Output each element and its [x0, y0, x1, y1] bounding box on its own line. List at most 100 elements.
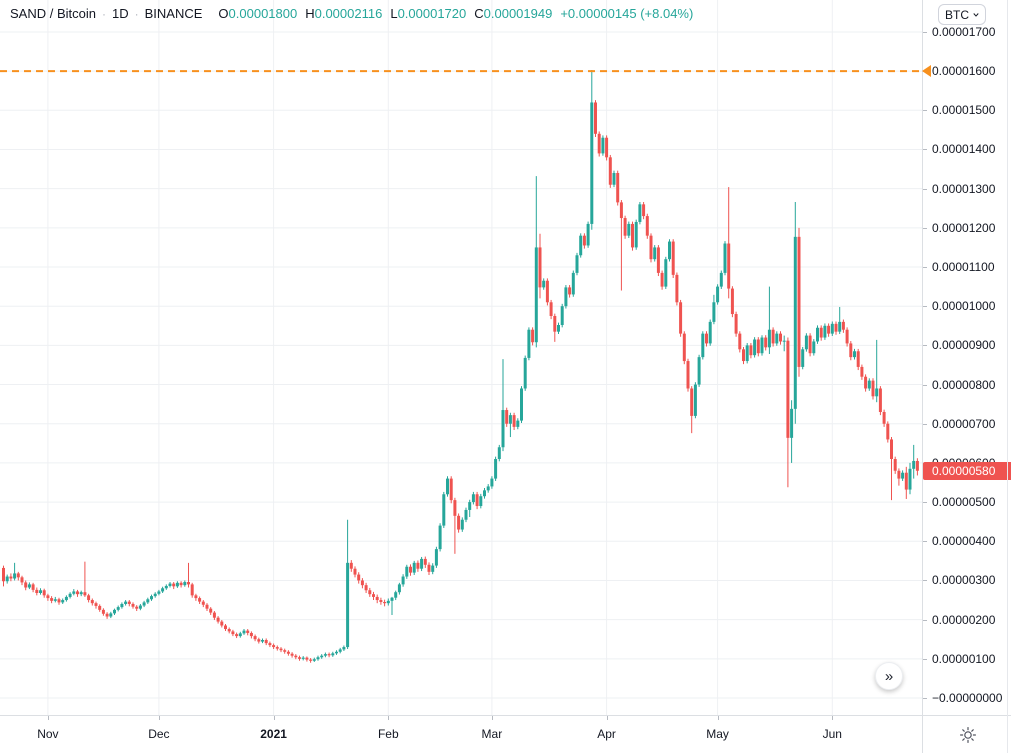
- candle: [490, 478, 494, 487]
- candle: [338, 649, 342, 652]
- candle: [349, 562, 353, 569]
- candle: [782, 340, 786, 342]
- candle: [464, 509, 468, 520]
- candle: [368, 590, 372, 595]
- candle: [320, 655, 324, 658]
- time-axis-tick: [273, 716, 275, 720]
- candle: [379, 600, 383, 603]
- candle: [39, 590, 42, 593]
- interval-label[interactable]: 1D: [111, 6, 129, 21]
- candle: [386, 600, 390, 604]
- candle: [390, 597, 394, 601]
- candle: [875, 388, 879, 397]
- candle: [560, 306, 564, 326]
- candle: [501, 410, 505, 448]
- candle: [64, 596, 68, 601]
- candle: [16, 573, 20, 578]
- candle: [586, 223, 590, 246]
- exchange-label[interactable]: BINANCE: [144, 6, 203, 21]
- candle: [886, 423, 890, 440]
- candle: [353, 568, 357, 575]
- candle: [113, 609, 116, 614]
- candle: [312, 659, 316, 661]
- candle: [253, 636, 257, 640]
- candle: [453, 500, 457, 516]
- candle: [449, 478, 453, 501]
- candle: [619, 202, 623, 219]
- candle: [767, 329, 771, 348]
- scroll-to-recent-button[interactable]: »: [875, 662, 903, 690]
- candle: [793, 236, 797, 409]
- candle: [756, 339, 760, 354]
- candle: [101, 609, 105, 614]
- chart-canvas[interactable]: [0, 0, 922, 715]
- candle: [679, 302, 683, 334]
- candlestick-chart[interactable]: [0, 0, 922, 715]
- price-axis-label: 0.00000500: [932, 495, 996, 510]
- candle: [582, 235, 586, 246]
- candle: [175, 582, 179, 587]
- candle: [549, 302, 553, 316]
- candle: [719, 272, 723, 287]
- candle: [420, 558, 424, 569]
- candle: [808, 335, 812, 354]
- candle: [890, 439, 893, 460]
- candle: [27, 584, 31, 588]
- price-scale-settings-button[interactable]: [957, 724, 979, 746]
- candle: [90, 600, 94, 604]
- candle: [716, 286, 720, 303]
- candle: [693, 384, 697, 416]
- candle: [701, 333, 705, 358]
- candle: [897, 470, 901, 479]
- price-axis-tick: [923, 306, 927, 308]
- candle: [72, 591, 76, 594]
- candle: [779, 333, 782, 342]
- candle: [135, 606, 139, 609]
- candle: [35, 589, 39, 593]
- candle: [904, 472, 908, 490]
- separator-dot: ·: [134, 6, 139, 21]
- price-scale-settings-cell: [922, 716, 1011, 753]
- unit-selector-button[interactable]: BTC: [938, 4, 986, 25]
- candle: [527, 329, 531, 358]
- candle: [5, 576, 9, 582]
- price-axis-label: 0.00001500: [932, 103, 996, 118]
- candle: [790, 408, 794, 438]
- candle: [394, 592, 398, 598]
- candle: [771, 329, 775, 344]
- price-axis-tick: [923, 110, 927, 112]
- price-axis-tick: [923, 31, 927, 33]
- candle: [712, 302, 716, 322]
- candle: [823, 325, 827, 338]
- symbol-name[interactable]: SAND / Bitcoin: [10, 6, 96, 21]
- time-axis[interactable]: Nov Dec 2021 Feb Mar Apr May Jun: [0, 715, 1011, 753]
- candle: [360, 580, 364, 586]
- candle: [438, 525, 442, 550]
- candle: [142, 602, 146, 606]
- candle: [882, 411, 886, 424]
- candle: [738, 333, 742, 350]
- candle: [120, 603, 124, 608]
- price-axis-tick: [923, 658, 927, 660]
- candle: [849, 343, 853, 358]
- symbol-legend: SAND / Bitcoin · 1D · BINANCE O0.0000180…: [10, 6, 693, 21]
- candle: [912, 460, 916, 469]
- candle: [83, 592, 87, 596]
- candle: [201, 601, 205, 605]
- candle: [187, 582, 190, 585]
- candle: [749, 345, 753, 356]
- candle: [612, 172, 616, 185]
- price-axis-tick: [923, 423, 927, 425]
- candle: [479, 496, 483, 507]
- symbol-title[interactable]: SAND / Bitcoin · 1D · BINANCE: [10, 6, 202, 21]
- candle: [98, 605, 102, 610]
- candle: [697, 357, 701, 385]
- candle: [283, 650, 287, 652]
- ohlc-high: H0.00002116: [305, 6, 383, 21]
- candle: [216, 617, 220, 622]
- price-axis-tick: [923, 619, 927, 621]
- price-axis[interactable]: BTC 0.00001700 0.00001600 0.00001500 0.0000…: [922, 0, 1011, 715]
- time-axis-tick: [832, 716, 834, 720]
- alert-line-arrow-icon: [922, 65, 931, 78]
- candle: [742, 349, 745, 362]
